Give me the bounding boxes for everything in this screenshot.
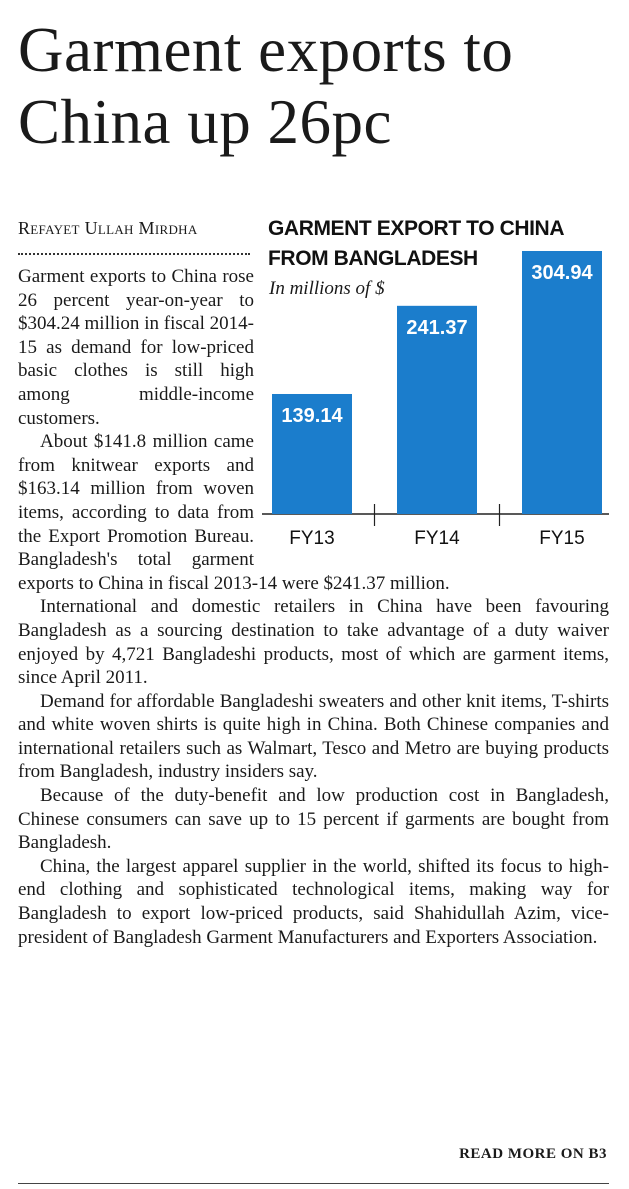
article-body: GARMENT EXPORT TO CHINA FROM BANGLADESH … bbox=[18, 212, 609, 949]
chart-subtitle: In millions of $ bbox=[269, 278, 385, 299]
page: {"headline": "Garment exports to China u… bbox=[0, 14, 629, 1189]
paragraph: Demand for affordable Bangladeshi sweate… bbox=[18, 690, 609, 783]
x-tick-label: FY13 bbox=[289, 528, 334, 549]
divider bbox=[18, 253, 250, 255]
read-more: READ MORE ON B3 bbox=[459, 1146, 607, 1162]
paragraph: Because of the duty-benefit and low prod… bbox=[18, 785, 609, 854]
paragraph: International and domestic retailers in … bbox=[18, 596, 609, 689]
chart-plot: 139.14 FY13 241.37 FY14 304.94 FY15 bbox=[262, 250, 609, 549]
bottom-rule bbox=[18, 1183, 609, 1184]
value-label: 304.94 bbox=[531, 262, 593, 284]
headline: Garment exports to China up 26pc bbox=[18, 15, 514, 157]
chart-title: GARMENT EXPORT TO CHINA FROM BANGLADESH bbox=[268, 217, 564, 270]
value-label: 139.14 bbox=[281, 405, 343, 427]
paragraph: Garment exports to China rose 26 percent… bbox=[18, 266, 254, 429]
paragraph: About $141.8 million came from knitwear … bbox=[18, 431, 450, 594]
bar bbox=[522, 250, 602, 514]
value-label: 241.37 bbox=[406, 317, 467, 339]
x-tick-label: FY14 bbox=[414, 528, 460, 549]
bar bbox=[397, 305, 477, 514]
chart: GARMENT EXPORT TO CHINA FROM BANGLADESH … bbox=[262, 212, 609, 554]
x-tick-label: FY15 bbox=[539, 528, 584, 549]
bar bbox=[272, 393, 352, 514]
paragraph: China, the largest apparel supplier in t… bbox=[18, 855, 609, 948]
byline: Refayet Ullah Mirdha bbox=[18, 218, 198, 238]
